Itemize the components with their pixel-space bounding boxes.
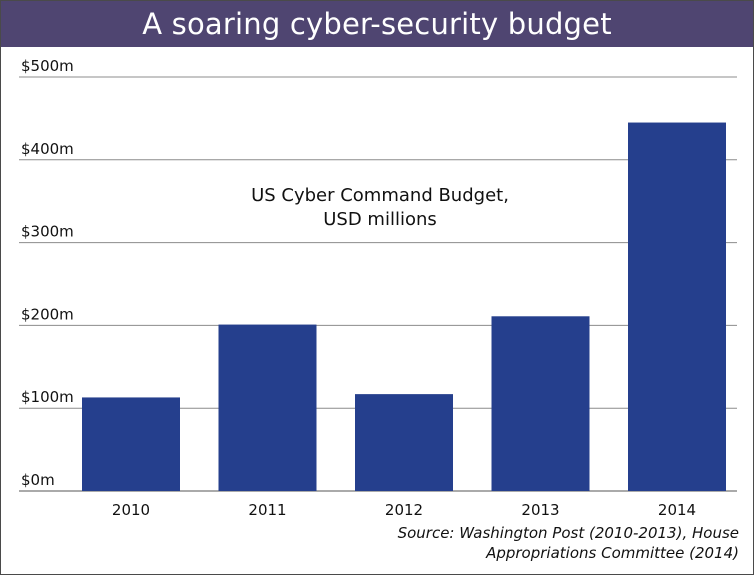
- chart-annotation: US Cyber Command Budget,: [251, 185, 509, 206]
- y-tick-label: $400m: [21, 140, 74, 158]
- title-bar: A soaring cyber-security budget: [1, 1, 753, 47]
- chart-annotation: USD millions: [323, 209, 437, 230]
- y-tick-label: $300m: [21, 223, 74, 241]
- x-tick-label: 2014: [658, 501, 696, 519]
- source-line-1: Source: Washington Post (2010-2013), Hou…: [397, 524, 739, 542]
- bar: [628, 122, 726, 491]
- x-tick-label: 2010: [112, 501, 150, 519]
- y-tick-label: $200m: [21, 305, 74, 323]
- source-line-2: Appropriations Committee (2014): [486, 544, 739, 562]
- bar: [355, 394, 453, 491]
- source-note: Source: Washington Post (2010-2013), Hou…: [319, 523, 739, 563]
- y-tick-label: $500m: [21, 57, 74, 75]
- y-tick-label: $100m: [21, 388, 74, 406]
- chart-title: A soaring cyber-security budget: [142, 7, 612, 41]
- bar: [491, 316, 590, 491]
- bar: [218, 324, 317, 491]
- x-tick-label: 2011: [248, 501, 286, 519]
- bar-chart: $0m $100m $200m $300m $400m $500m 2010 2011 2012…: [19, 57, 737, 519]
- y-tick-label: $0m: [21, 471, 55, 489]
- bar: [82, 397, 180, 491]
- x-tick-label: 2012: [385, 501, 423, 519]
- x-tick-label: 2013: [521, 501, 559, 519]
